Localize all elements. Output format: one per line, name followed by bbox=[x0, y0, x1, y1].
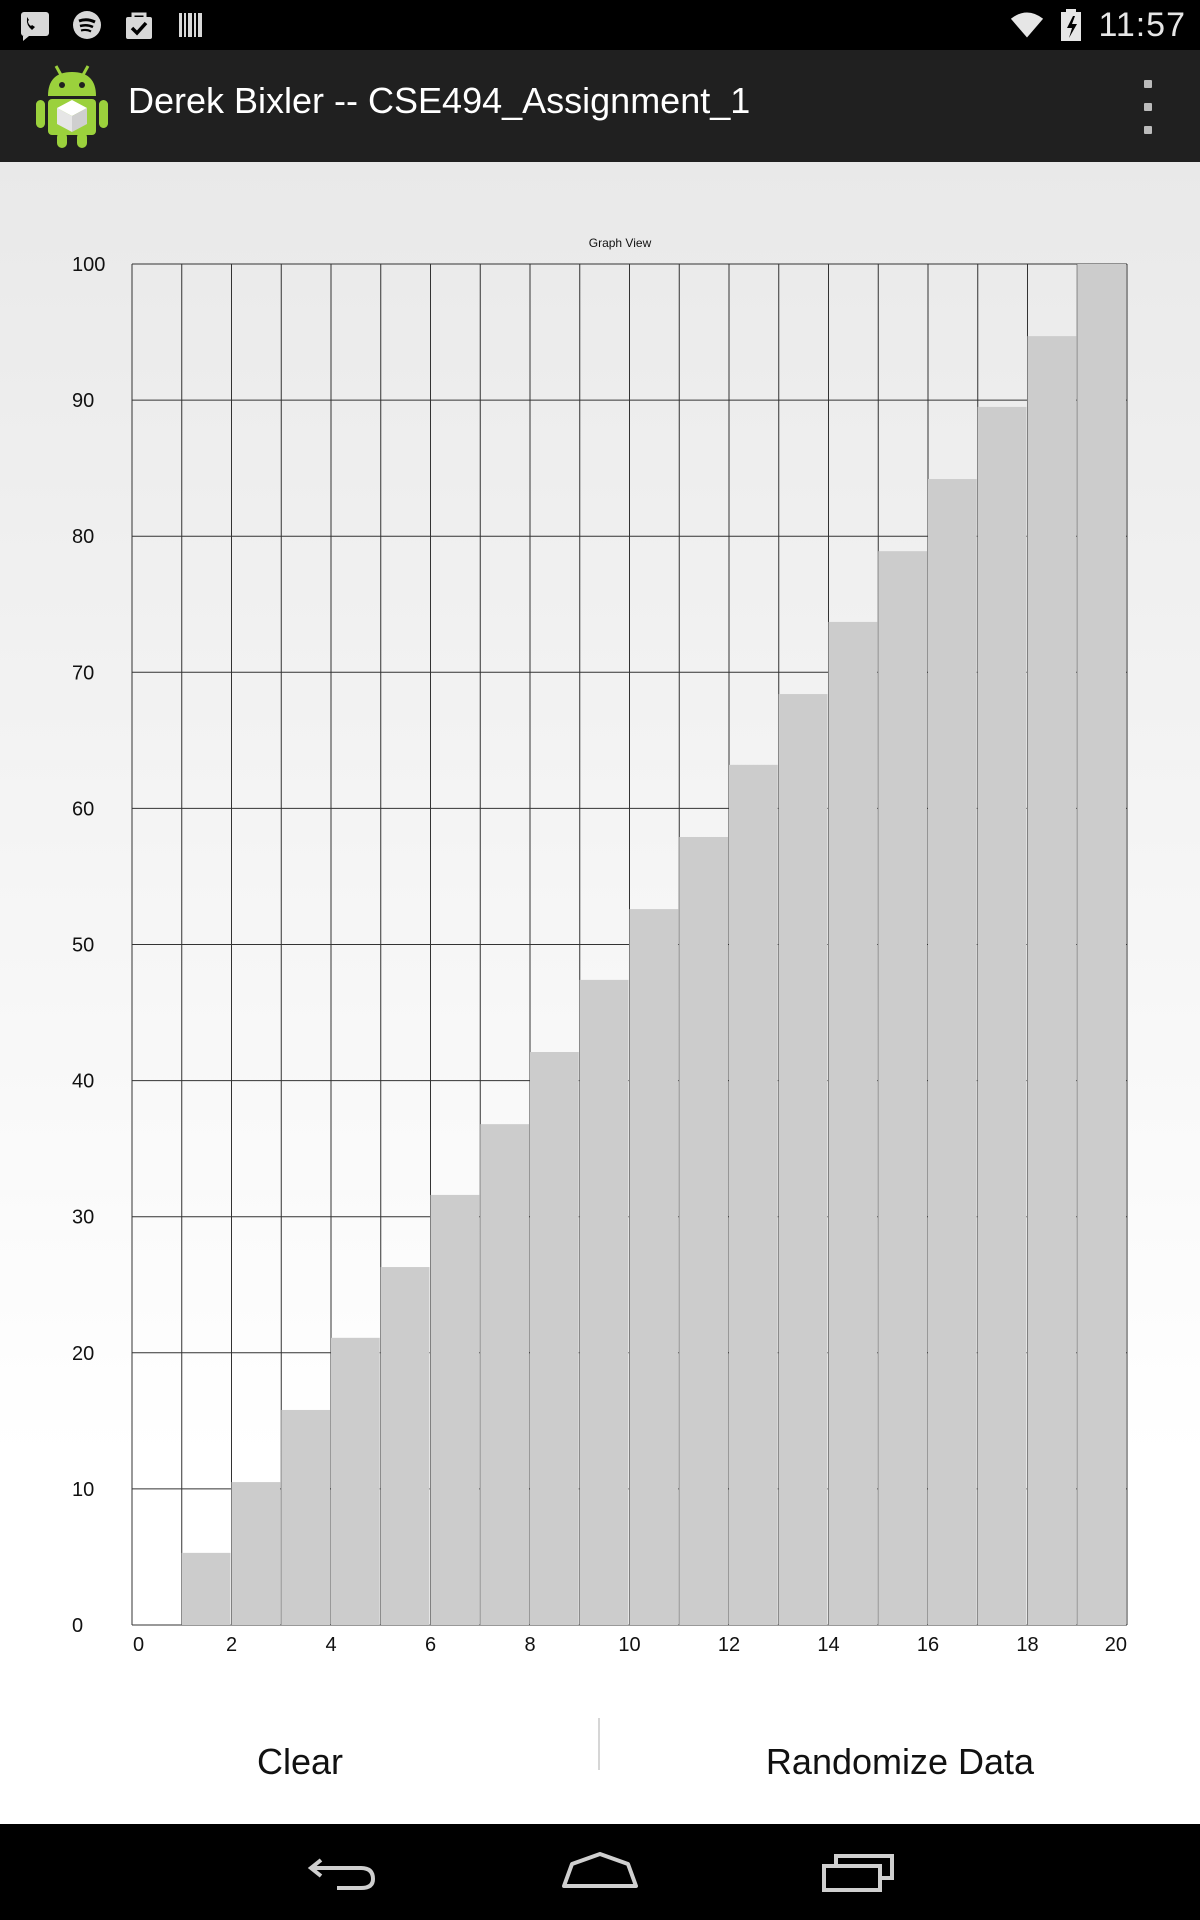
x-tick-label: 4 bbox=[325, 1634, 336, 1656]
y-tick-label: 80 bbox=[72, 526, 94, 548]
chart-bar bbox=[928, 479, 977, 1626]
chart-bar bbox=[977, 406, 1027, 1625]
clear-button[interactable]: Clear bbox=[256, 1741, 344, 1782]
chart-bar bbox=[778, 694, 828, 1625]
randomize-data-button[interactable]: Randomize Data bbox=[765, 1741, 1035, 1782]
overflow-dot bbox=[1144, 80, 1152, 88]
chart-bar bbox=[1077, 264, 1126, 1625]
x-tick-label: 6 bbox=[425, 1634, 436, 1656]
chart-bar bbox=[828, 621, 878, 1625]
x-tick-label: 12 bbox=[718, 1634, 740, 1656]
y-tick-label: 30 bbox=[72, 1207, 94, 1229]
action-bar: Derek Bixler -- CSE494_Assignment_1 bbox=[0, 50, 1200, 162]
chart-bar bbox=[579, 979, 629, 1625]
chart-bar bbox=[629, 909, 679, 1625]
chart-bar bbox=[380, 1267, 430, 1625]
chart-bar bbox=[430, 1194, 480, 1625]
x-tick-label: 8 bbox=[524, 1634, 535, 1656]
x-tick-label: 14 bbox=[817, 1634, 839, 1656]
button-bar: Clear Randomize Data bbox=[0, 1700, 1200, 1824]
android-app-icon[interactable] bbox=[34, 62, 110, 150]
chart-bar bbox=[331, 1337, 380, 1625]
back-icon[interactable] bbox=[288, 1842, 398, 1902]
home-icon[interactable] bbox=[545, 1842, 655, 1902]
task-bag-icon bbox=[122, 8, 156, 42]
y-tick-label: 50 bbox=[72, 935, 94, 957]
overflow-dot bbox=[1144, 126, 1152, 134]
chart-bar bbox=[181, 1552, 231, 1625]
wifi-icon bbox=[1010, 8, 1044, 42]
spotify-icon bbox=[70, 8, 104, 42]
overflow-menu-icon[interactable] bbox=[1126, 80, 1170, 134]
chart-bars bbox=[181, 264, 1126, 1626]
y-tick-label: 60 bbox=[72, 798, 94, 820]
voicemail-icon bbox=[18, 8, 52, 42]
chart-bar bbox=[530, 1052, 579, 1625]
x-tick-label: 16 bbox=[917, 1634, 939, 1656]
x-tick-label: 18 bbox=[1016, 1634, 1038, 1656]
chart-title: Graph View bbox=[589, 236, 652, 250]
chart-bar bbox=[1027, 336, 1077, 1625]
x-tick-label: 2 bbox=[226, 1634, 237, 1656]
status-clock: 11:57 bbox=[1098, 5, 1186, 44]
chart-axes: 0 10 20 30 40 50 60 70 80 90 100 0 2 4 6 8 10 12 14 16 18 20 bbox=[72, 254, 1127, 1656]
y-tick-label: 10 bbox=[72, 1479, 94, 1501]
y-tick-label: 70 bbox=[72, 662, 94, 684]
app-title: Derek Bixler -- CSE494_Assignment_1 bbox=[128, 80, 751, 121]
chart-bar bbox=[281, 1409, 330, 1625]
chart-bar bbox=[729, 764, 778, 1625]
system-status: 11:57 bbox=[1010, 6, 1186, 44]
battery-charging-icon bbox=[1054, 8, 1088, 42]
overflow-dot bbox=[1144, 103, 1152, 111]
y-tick-label: 0 bbox=[72, 1615, 83, 1637]
notification-icons bbox=[18, 8, 208, 42]
chart-bar bbox=[231, 1482, 281, 1625]
chart-bar bbox=[679, 836, 728, 1625]
chart-bar bbox=[480, 1124, 529, 1625]
navigation-bar bbox=[0, 1824, 1200, 1920]
y-tick-label: 20 bbox=[72, 1343, 94, 1365]
x-tick-label: 20 bbox=[1105, 1634, 1127, 1656]
chart-bar bbox=[878, 551, 927, 1625]
y-tick-label: 40 bbox=[72, 1071, 94, 1093]
y-tick-label: 90 bbox=[72, 390, 94, 412]
barcode-icon bbox=[174, 8, 208, 42]
recents-icon[interactable] bbox=[803, 1842, 913, 1902]
y-tick-label: 100 bbox=[72, 254, 105, 276]
graph-view: Graph View 0 10 20 30 40 50 60 70 80 90 100 0 2 4 6 8 10… bbox=[72, 236, 1128, 1656]
content-area: Graph View 0 10 20 30 40 50 60 70 80 90 100 0 2 4 6 8 10… bbox=[0, 162, 1200, 1824]
status-bar: 11:57 bbox=[0, 0, 1200, 50]
x-tick-label: 0 bbox=[133, 1634, 144, 1656]
button-divider bbox=[598, 1718, 600, 1770]
x-tick-label: 10 bbox=[618, 1634, 640, 1656]
